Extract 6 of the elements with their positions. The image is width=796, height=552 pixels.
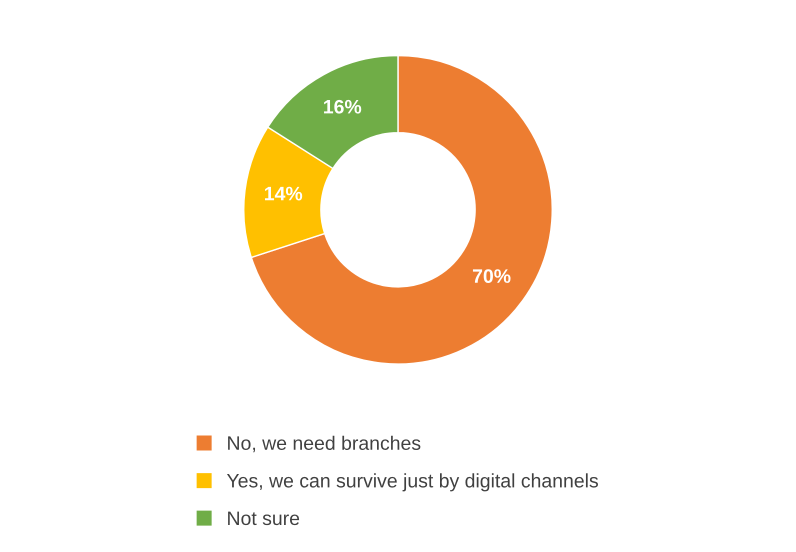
data-label: 70% [472, 269, 511, 283]
legend-label: Not sure [228, 512, 300, 526]
data-label: 14% [265, 186, 302, 200]
legend-label: No, we need branches [228, 436, 420, 452]
legend-label: Yes, we can survive just by digital channels [226, 473, 598, 492]
data-label: 16% [324, 100, 362, 114]
